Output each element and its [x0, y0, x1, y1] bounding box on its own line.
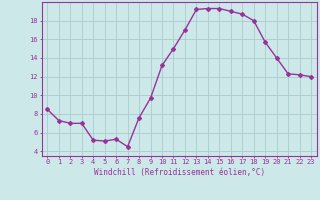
X-axis label: Windchill (Refroidissement éolien,°C): Windchill (Refroidissement éolien,°C) [94, 168, 265, 177]
